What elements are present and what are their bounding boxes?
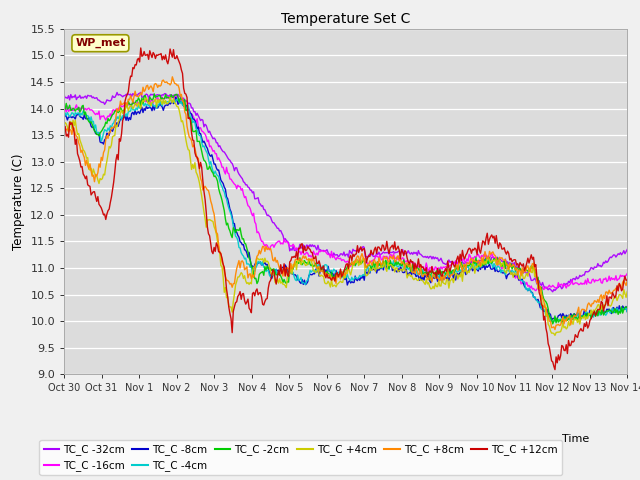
Legend: TC_C -32cm, TC_C -16cm, TC_C -8cm, TC_C -4cm, TC_C -2cm, TC_C +4cm, TC_C +8cm, T: TC_C -32cm, TC_C -16cm, TC_C -8cm, TC_C … [40,440,562,476]
Text: Time: Time [561,434,589,444]
Title: Temperature Set C: Temperature Set C [281,12,410,26]
Text: WP_met: WP_met [76,38,125,48]
Y-axis label: Temperature (C): Temperature (C) [12,153,25,250]
